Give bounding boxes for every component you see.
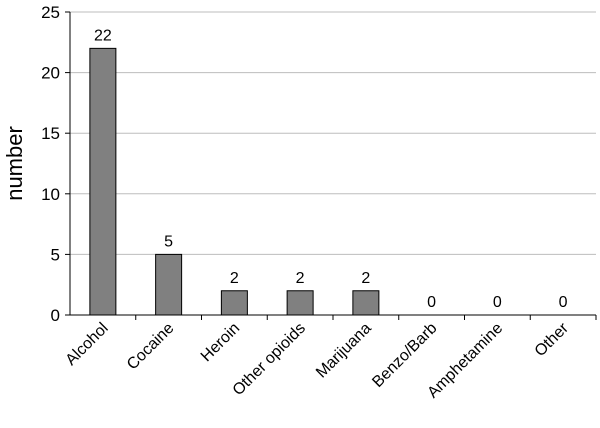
y-tick-label: 0 [51,306,60,325]
y-tick-label: 15 [41,124,60,143]
x-category-label: Benzo/Barb [369,320,440,391]
x-category-label: Alcohol [63,320,112,369]
bar [89,47,117,316]
data-label: 2 [296,270,305,287]
y-tick-label: 20 [41,64,60,83]
x-category-label: Cocaine [124,320,178,374]
bar [220,290,248,316]
y-tick-label: 25 [41,3,60,22]
x-category-label: Other [532,319,573,360]
bar [286,290,314,316]
bars [89,47,380,316]
x-category-label: Marijuana [313,320,375,382]
data-label: 0 [493,294,502,311]
bar [352,290,380,316]
data-label: 22 [94,27,112,44]
data-label: 2 [361,270,370,287]
y-axis-title: number [2,126,27,201]
y-axis-ticks: 0 5 10 15 20 25 [41,3,70,325]
data-label: 0 [559,294,568,311]
x-category-label: Heroin [198,320,243,365]
y-tick-label: 5 [51,245,60,264]
data-label: 0 [427,294,436,311]
data-label: 5 [164,233,173,250]
gridlines [70,11,596,255]
data-label: 2 [230,270,239,287]
bar [155,253,183,316]
y-tick-label: 10 [41,185,60,204]
